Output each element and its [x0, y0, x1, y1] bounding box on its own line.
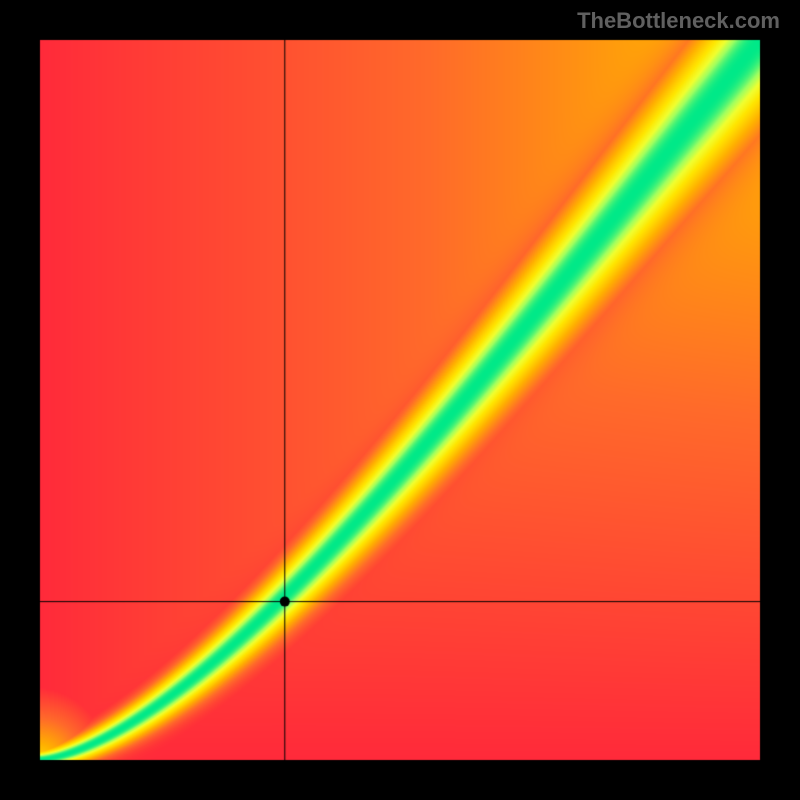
bottleneck-heatmap — [0, 0, 800, 800]
chart-container: TheBottleneck.com — [0, 0, 800, 800]
attribution-text: TheBottleneck.com — [577, 8, 780, 34]
